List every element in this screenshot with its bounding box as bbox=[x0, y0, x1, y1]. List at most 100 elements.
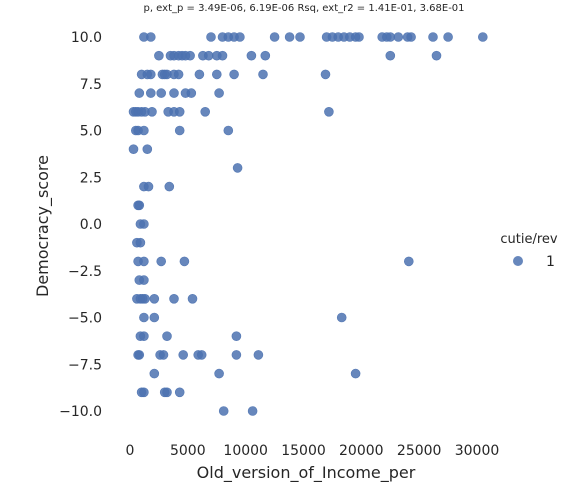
data-point bbox=[156, 256, 166, 267]
data-point bbox=[147, 107, 157, 117]
y-tick-label: 5.0 bbox=[80, 124, 102, 140]
y-tick-label: −7.5 bbox=[68, 357, 102, 373]
data-point bbox=[336, 312, 347, 323]
data-point bbox=[156, 88, 166, 98]
data-point bbox=[354, 32, 364, 42]
data-point bbox=[428, 32, 438, 42]
data-point bbox=[135, 237, 146, 248]
data-point bbox=[187, 293, 198, 304]
data-point bbox=[169, 88, 179, 98]
data-point bbox=[223, 125, 234, 136]
data-point bbox=[139, 125, 149, 136]
x-tick-label: 15000 bbox=[281, 443, 326, 459]
x-tick-label: 25000 bbox=[397, 443, 442, 459]
data-point bbox=[247, 406, 258, 416]
data-point bbox=[139, 219, 149, 229]
data-point bbox=[164, 181, 175, 192]
legend-title: cutie/rev bbox=[500, 232, 558, 247]
data-point bbox=[320, 69, 331, 80]
y-tick-label: −10.0 bbox=[59, 404, 102, 420]
data-point bbox=[203, 50, 214, 61]
y-axis-ticks: −10.0 −7.5 −5.0 −2.5 0.0 2.5 5.0 7.5 10.0 bbox=[59, 30, 102, 420]
data-point bbox=[128, 144, 139, 154]
data-point bbox=[174, 125, 185, 136]
data-point bbox=[134, 350, 145, 360]
data-points bbox=[128, 32, 488, 416]
data-point bbox=[232, 163, 243, 173]
y-tick-label: −2.5 bbox=[68, 264, 102, 280]
data-point bbox=[217, 50, 228, 61]
data-point bbox=[324, 107, 334, 117]
x-tick-label: 30000 bbox=[455, 443, 500, 459]
y-tick-label: −5.0 bbox=[68, 311, 102, 327]
data-point bbox=[149, 312, 160, 323]
data-point bbox=[139, 275, 149, 285]
data-point bbox=[229, 69, 239, 80]
data-point bbox=[178, 350, 188, 360]
data-point bbox=[231, 350, 242, 360]
data-point bbox=[162, 387, 172, 398]
data-point bbox=[214, 368, 224, 379]
x-tick-label: 10000 bbox=[223, 443, 268, 459]
data-point bbox=[149, 368, 160, 379]
data-point bbox=[143, 181, 154, 192]
data-point bbox=[235, 32, 245, 42]
data-point bbox=[146, 69, 156, 80]
data-point bbox=[174, 387, 185, 398]
data-point bbox=[295, 32, 305, 42]
data-point bbox=[149, 293, 160, 304]
data-point bbox=[139, 387, 149, 398]
data-point bbox=[269, 32, 280, 42]
y-axis-label: Democracy_score bbox=[33, 155, 53, 297]
x-tick-label: 5000 bbox=[170, 443, 206, 459]
data-point bbox=[284, 32, 295, 42]
data-point bbox=[146, 32, 156, 42]
y-tick-label: 2.5 bbox=[80, 170, 102, 186]
data-point bbox=[146, 88, 156, 98]
data-point bbox=[142, 144, 153, 154]
y-tick-label: 7.5 bbox=[80, 77, 102, 93]
data-point bbox=[403, 256, 414, 267]
data-point bbox=[133, 200, 143, 211]
data-point bbox=[443, 32, 453, 42]
data-point bbox=[169, 293, 179, 304]
data-point bbox=[393, 32, 404, 42]
data-point bbox=[253, 350, 264, 360]
data-point bbox=[162, 331, 172, 342]
data-point bbox=[139, 331, 149, 342]
data-point bbox=[196, 350, 207, 360]
data-point bbox=[431, 50, 442, 61]
data-point bbox=[214, 88, 224, 98]
data-point bbox=[134, 88, 145, 98]
x-axis-label: Old_version_of_Income_per bbox=[197, 463, 416, 483]
data-point bbox=[179, 256, 190, 267]
data-point bbox=[350, 368, 361, 379]
data-point bbox=[258, 69, 268, 80]
data-point bbox=[173, 69, 184, 80]
data-point bbox=[231, 331, 242, 342]
x-tick-label: 0 bbox=[126, 443, 135, 459]
y-tick-label: 0.0 bbox=[80, 217, 102, 233]
data-point bbox=[218, 406, 229, 416]
data-point bbox=[385, 50, 396, 61]
x-axis-ticks: 0 5000 10000 15000 20000 25000 30000 bbox=[126, 443, 500, 459]
data-point bbox=[186, 88, 197, 98]
data-point bbox=[200, 107, 210, 117]
data-point bbox=[174, 107, 185, 117]
data-point bbox=[406, 32, 416, 42]
data-point bbox=[140, 293, 150, 304]
data-point bbox=[212, 69, 222, 80]
data-point bbox=[194, 69, 205, 80]
data-point bbox=[139, 312, 149, 323]
x-tick-label: 20000 bbox=[339, 443, 384, 459]
y-tick-label: 10.0 bbox=[71, 30, 102, 46]
data-point bbox=[385, 32, 396, 42]
data-point bbox=[206, 32, 216, 42]
data-point bbox=[477, 32, 488, 42]
data-point bbox=[158, 350, 169, 360]
data-point bbox=[154, 50, 164, 61]
legend-marker bbox=[513, 256, 523, 266]
chart-title: p, ext_p = 3.49E-06, 6.19E-06 Rsq, ext_r… bbox=[143, 3, 464, 14]
data-point bbox=[185, 50, 195, 61]
